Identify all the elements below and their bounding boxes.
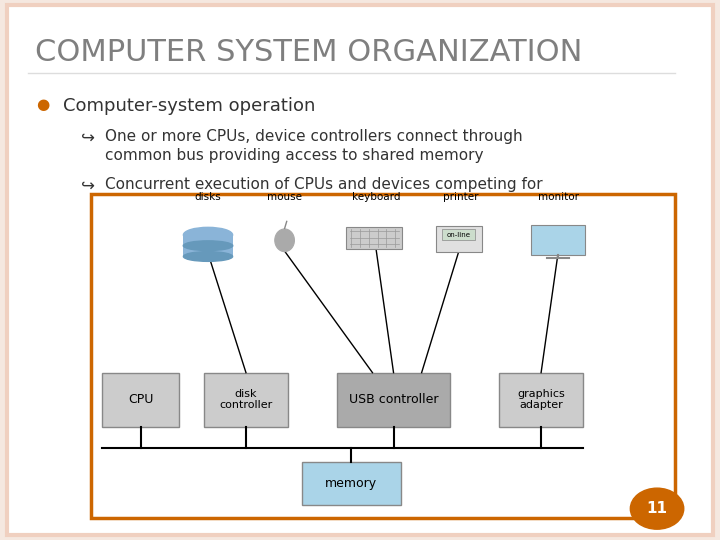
Text: ↪: ↪ bbox=[81, 177, 95, 195]
FancyBboxPatch shape bbox=[337, 373, 450, 427]
Ellipse shape bbox=[184, 252, 233, 261]
Text: Computer-system operation: Computer-system operation bbox=[63, 97, 315, 115]
Text: Concurrent execution of CPUs and devices competing for: Concurrent execution of CPUs and devices… bbox=[105, 177, 543, 192]
FancyBboxPatch shape bbox=[204, 373, 288, 427]
Text: 11: 11 bbox=[647, 501, 667, 516]
Text: keyboard: keyboard bbox=[351, 192, 400, 202]
Circle shape bbox=[630, 488, 684, 529]
FancyBboxPatch shape bbox=[302, 462, 400, 505]
Text: on-line: on-line bbox=[447, 232, 471, 238]
FancyBboxPatch shape bbox=[436, 226, 482, 252]
FancyBboxPatch shape bbox=[91, 194, 675, 518]
Text: memory: memory bbox=[325, 477, 377, 490]
FancyBboxPatch shape bbox=[102, 373, 179, 427]
FancyBboxPatch shape bbox=[499, 373, 583, 427]
Text: ●: ● bbox=[37, 97, 50, 112]
Text: graphics
adapter: graphics adapter bbox=[517, 389, 565, 410]
Text: ↪: ↪ bbox=[81, 129, 95, 146]
Ellipse shape bbox=[184, 238, 233, 253]
Ellipse shape bbox=[275, 229, 294, 252]
Text: COMPUTER SYSTEM ORGANIZATION: COMPUTER SYSTEM ORGANIZATION bbox=[35, 38, 582, 67]
Text: disks: disks bbox=[194, 192, 220, 202]
Text: disk
controller: disk controller bbox=[220, 389, 273, 410]
Text: USB controller: USB controller bbox=[348, 393, 438, 406]
Text: monitor: monitor bbox=[538, 192, 579, 202]
Ellipse shape bbox=[184, 227, 233, 242]
FancyBboxPatch shape bbox=[531, 225, 585, 255]
FancyBboxPatch shape bbox=[184, 235, 233, 246]
FancyBboxPatch shape bbox=[184, 246, 233, 256]
FancyBboxPatch shape bbox=[442, 230, 475, 240]
FancyBboxPatch shape bbox=[346, 227, 402, 249]
Text: One or more CPUs, device controllers connect through
common bus providing access: One or more CPUs, device controllers con… bbox=[105, 129, 523, 163]
Ellipse shape bbox=[184, 241, 233, 251]
Text: printer: printer bbox=[443, 192, 478, 202]
Text: CPU: CPU bbox=[128, 393, 153, 406]
Text: mouse: mouse bbox=[267, 192, 302, 202]
